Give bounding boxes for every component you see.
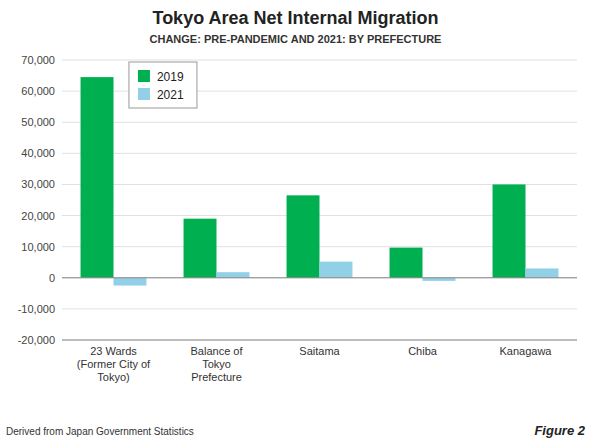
grid	[62, 60, 577, 340]
bar	[114, 278, 147, 286]
bar	[184, 219, 217, 278]
legend-label: 2021	[157, 88, 184, 102]
bar	[320, 262, 353, 278]
x-tick-label-line: Kanagawa	[500, 345, 553, 357]
x-tick-label: Saitama	[299, 345, 340, 357]
x-tick-label: Kanagawa	[500, 345, 553, 357]
figure-label: Figure 2	[534, 423, 585, 438]
legend-swatch	[138, 70, 150, 82]
legend: 2019 2021	[129, 62, 197, 108]
grid-line	[62, 153, 577, 154]
grid-line	[62, 60, 577, 61]
y-tick-label: 40,000	[21, 147, 55, 159]
y-tick-label: 10,000	[21, 241, 55, 253]
bar	[526, 268, 559, 277]
x-tick-label-line: Chiba	[408, 345, 438, 357]
x-tick-label-line: Tokyo)	[97, 371, 129, 383]
bar	[81, 77, 114, 278]
bar	[493, 184, 526, 277]
legend-label: 2019	[157, 70, 184, 84]
y-tick-label: -10,000	[18, 303, 55, 315]
grid-line	[62, 277, 577, 278]
y-tick-label: 20,000	[21, 210, 55, 222]
grid-line	[62, 308, 577, 309]
x-tick-label-line: Balance of	[191, 345, 244, 357]
bar	[287, 195, 320, 277]
title: Tokyo Area Net Internal Migration	[152, 8, 438, 28]
x-tick-label: Balance ofTokyoPrefecture	[191, 345, 244, 383]
bar	[390, 248, 423, 278]
legend-box	[129, 62, 197, 108]
zero-line	[62, 277, 577, 278]
grid-line	[62, 122, 577, 123]
y-tick-label: 70,000	[21, 54, 55, 66]
subtitle: CHANGE: PRE-PANDEMIC AND 2021: BY PREFEC…	[150, 33, 442, 45]
y-tick-label: 0	[49, 272, 55, 284]
bar	[217, 272, 250, 278]
chart: Tokyo Area Net Internal Migration CHANGE:…	[0, 0, 591, 443]
footnote: Derived from Japan Government Statistics	[6, 426, 194, 437]
y-tick-label: 30,000	[21, 178, 55, 190]
y-tick-label: 50,000	[21, 116, 55, 128]
background	[0, 0, 591, 443]
x-axis-line	[62, 340, 577, 341]
x-tick-label-line: Saitama	[299, 345, 340, 357]
y-tick-label: 60,000	[21, 85, 55, 97]
x-tick-label: Chiba	[408, 345, 438, 357]
x-tick-label-line: Prefecture	[191, 371, 242, 383]
x-tick-label: 23 Wards(Former City ofTokyo)	[77, 345, 151, 383]
x-tick-label-line: Tokyo	[202, 358, 231, 370]
legend-swatch	[138, 88, 150, 100]
grid-line	[62, 340, 577, 341]
x-tick-label-line: (Former City of	[77, 358, 151, 370]
y-tick-label: -20,000	[18, 334, 55, 346]
x-tick-label-line: 23 Wards	[90, 345, 137, 357]
